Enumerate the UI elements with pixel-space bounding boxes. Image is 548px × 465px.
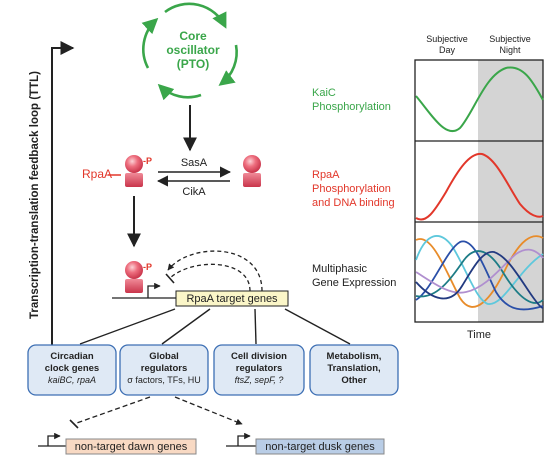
ttl-loop: Transcription-translation feedback loop …	[29, 41, 75, 346]
core-label-2: oscillator	[166, 43, 220, 57]
category-metabolism-line3: Other	[341, 375, 367, 386]
category-global-line3: σ factors, TFs, HU	[127, 375, 200, 385]
multiphasic-label-1: Multiphasic	[312, 263, 368, 275]
dusk-promoter-arrow	[237, 432, 251, 446]
category-division-line3: ftsZ, sepF, ?	[235, 375, 284, 385]
panel-frame	[414, 59, 544, 323]
category-metabolism-line1: Metabolism,	[327, 351, 382, 362]
rpaa-label: RpaA	[82, 167, 112, 181]
time-axis-label: Time	[467, 329, 491, 341]
header-night-1: Subjective	[489, 34, 531, 44]
category-circadian-line2: clock genes	[45, 363, 99, 374]
category-division-line1: Cell division	[231, 351, 287, 362]
ttl-label: Transcription-translation feedback loop …	[29, 71, 41, 319]
phospho-mark: -P	[143, 156, 152, 166]
repress-dawn-line	[73, 396, 151, 425]
rpaa-panel-label-1: RpaA	[312, 169, 340, 181]
feedback-repression-bar	[165, 273, 175, 284]
rpaa-unphospho-protein	[243, 155, 261, 187]
header-day-2: Day	[439, 45, 456, 55]
category-division-line2: regulators	[236, 363, 282, 374]
category-global-regulators: Global regulators σ factors, TFs, HU	[119, 344, 209, 396]
time-course-panel: Subjective Day Subjective Night Time Kai…	[312, 34, 544, 341]
core-oscillator: Core oscillator (PTO)	[141, 2, 238, 101]
dawn-genes-label: non-target dawn genes	[75, 441, 188, 453]
rpaa-panel-label-2: Phosphorylation	[312, 183, 391, 195]
category-connectors	[79, 308, 351, 345]
kaic-curve	[415, 66, 544, 132]
feedback-activation-arc	[167, 250, 263, 292]
target-genes-label: RpaA target genes	[186, 293, 278, 305]
cika-label: CikA	[182, 186, 206, 198]
rpaa-curve	[415, 152, 544, 221]
target-promoter-arrow	[147, 282, 161, 298]
category-cell-division: Cell division regulators ftsZ, sepF, ?	[213, 344, 305, 396]
feedback-repression-arc	[169, 263, 251, 292]
target-genes-box	[175, 290, 289, 307]
sasa-label: SasA	[181, 157, 208, 169]
oscillator-cycle-arrows	[141, 2, 238, 101]
category-circadian-line1: Circadian	[50, 351, 93, 362]
category-metabolism-line2: Translation,	[327, 363, 380, 374]
category-circadian-line3: kaiBC, rpaA	[48, 375, 96, 385]
ttl-loop-arrow	[51, 41, 75, 346]
activate-dusk-arrow	[174, 396, 243, 425]
category-global-line2: regulators	[141, 363, 187, 374]
core-label-1: Core	[179, 29, 207, 43]
core-label-3: (PTO)	[177, 57, 209, 71]
rpaa-phospho-protein: -P	[125, 155, 152, 187]
dawn-promoter-arrow	[47, 432, 61, 446]
repress-dawn-bar	[69, 419, 79, 429]
multiphasic-label-2: Gene Expression	[312, 277, 396, 289]
dusk-genes-label: non-target dusk genes	[265, 441, 375, 453]
category-global-line1: Global	[149, 351, 179, 362]
dusk-genes-box	[255, 438, 385, 455]
category-circadian: Circadian clock genes kaiBC, rpaA	[27, 344, 117, 396]
dawn-genes-box	[65, 438, 197, 455]
category-metabolism: Metabolism, Translation, Other	[309, 344, 399, 396]
kaic-label-2: Phosphorylation	[312, 101, 391, 113]
multiphasic-curves	[415, 235, 544, 311]
rpaa-bound-promoter: -P	[125, 261, 152, 293]
bound-phospho-mark: -P	[143, 262, 152, 272]
rpaa-panel-label-3: and DNA binding	[312, 197, 395, 209]
kaic-label-1: KaiC	[312, 87, 336, 99]
header-night-2: Night	[499, 45, 521, 55]
header-day-1: Subjective	[426, 34, 468, 44]
